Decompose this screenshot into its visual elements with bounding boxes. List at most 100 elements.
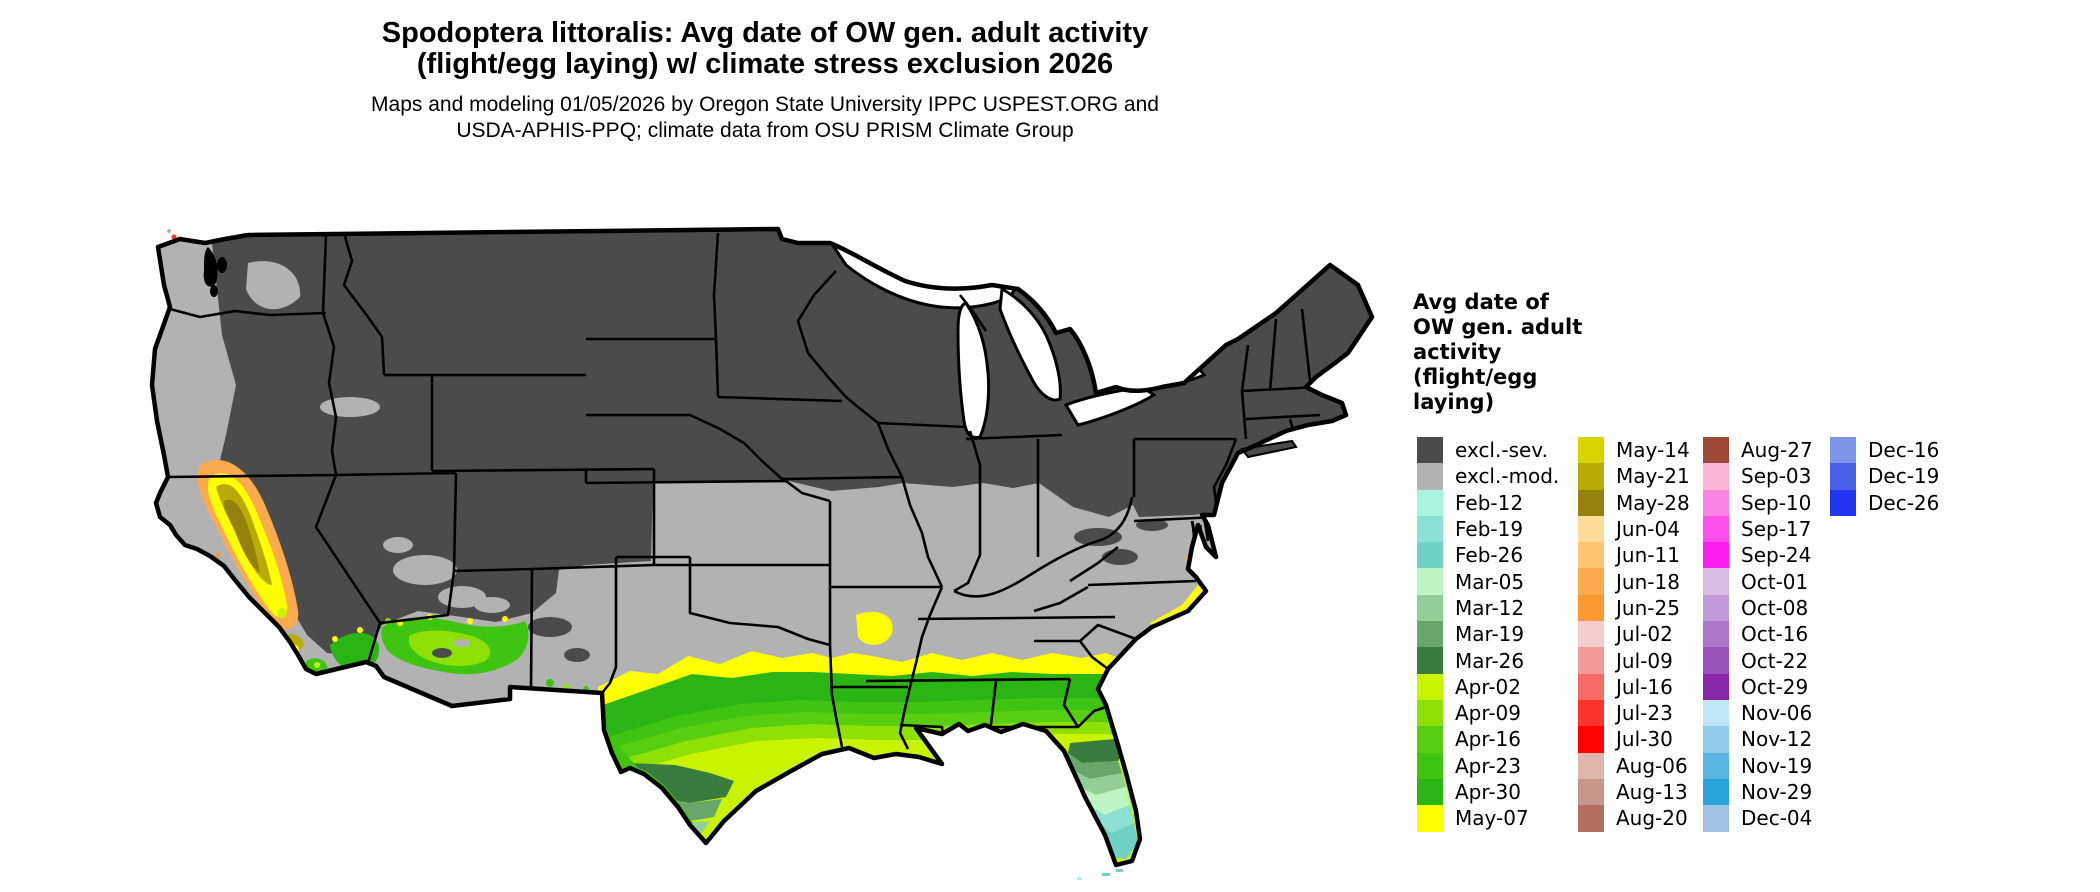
legend-swatch — [1578, 699, 1604, 727]
patch-yellow-neLA — [856, 611, 893, 645]
legend-swatch — [1703, 489, 1729, 516]
legend-label: Aug-06 — [1616, 753, 1688, 778]
legend-column-3: Aug-27 Sep-03 Sep-10 Sep-17 Sep-24 Oct-01 Oct-… — [1703, 436, 1813, 832]
legend-swatch — [1417, 515, 1443, 543]
legend-entry: excl.-sev. — [1417, 436, 1559, 464]
legend-swatch — [1703, 542, 1729, 569]
title-line-1: Spodoptera littoralis: Avg date of OW ge… — [381, 17, 1149, 49]
legend-entry: Apr-30 — [1417, 778, 1559, 806]
legend-entry: Sep-24 — [1703, 542, 1813, 569]
legend-label: Jul-02 — [1616, 622, 1673, 647]
legend-label: Jun-04 — [1616, 517, 1680, 542]
patch-yellow-nc-coast — [1150, 585, 1206, 629]
legend-swatch — [1703, 726, 1729, 753]
region-wv-ridge — [1074, 528, 1122, 546]
legend-label: Oct-16 — [1741, 622, 1809, 647]
legend-swatch — [1578, 621, 1604, 648]
legend-column-2: May-14 May-21 May-28 Jun-04 Jun-11 Jun-18 Jun-… — [1578, 436, 1690, 832]
legend-label: Oct-22 — [1741, 648, 1809, 673]
legend-label: Jul-23 — [1616, 701, 1673, 726]
legend-entry: Sep-03 — [1703, 463, 1813, 490]
legend-swatch — [1830, 489, 1856, 516]
legend-swatch — [1417, 647, 1443, 674]
legend-label: Mar-26 — [1455, 648, 1525, 673]
legend-entry: Sep-10 — [1703, 489, 1813, 516]
legend-entry: Jun-18 — [1578, 568, 1690, 595]
legend-swatch — [1703, 673, 1729, 701]
legend-swatch — [1578, 463, 1604, 490]
legend-swatch — [1703, 778, 1729, 806]
legend-swatch — [1417, 778, 1443, 806]
legend-swatch — [1703, 752, 1729, 779]
legend-entry: Oct-29 — [1703, 673, 1813, 701]
speck-ca-orange — [247, 617, 253, 623]
legend-entry: Dec-26 — [1830, 489, 1939, 516]
band-fl-mar05 — [1076, 785, 1130, 815]
legend-swatch — [1417, 726, 1443, 753]
region-ca-valley-core — [223, 499, 260, 573]
subtitle-line-2: USDA-APHIS-PPQ; climate data from OSU PR… — [456, 119, 1074, 142]
florida-keys — [1102, 873, 1110, 876]
lake-huron — [998, 286, 1062, 402]
page-title: Spodoptera littoralis: Avg date of OW ge… — [65, 18, 1465, 80]
legend-entry: Jun-04 — [1578, 515, 1690, 543]
page-subtitle: Maps and modeling 01/05/2026 by Oregon S… — [65, 92, 1465, 144]
legend-entry: Apr-02 — [1417, 673, 1559, 701]
speck-island-red — [250, 652, 254, 656]
speck-ca-orange — [257, 624, 263, 630]
legend-swatch — [1417, 594, 1443, 622]
legend-label: Feb-19 — [1455, 517, 1524, 542]
legend-swatch — [1417, 805, 1443, 832]
puget-sound-blob — [217, 257, 227, 273]
legend-swatch — [1417, 621, 1443, 648]
lake-michigan — [956, 301, 991, 439]
speck-sd-chartreuse — [314, 662, 320, 668]
channel-island — [284, 662, 291, 665]
legend-swatch — [1703, 621, 1729, 648]
speck-seca-yellow — [332, 636, 338, 642]
legend-label: Oct-01 — [1741, 569, 1809, 594]
legend-label: Nov-29 — [1741, 780, 1813, 804]
legend-label: Sep-24 — [1741, 543, 1812, 568]
legend-label: Aug-27 — [1741, 438, 1813, 463]
legend-entry: Jul-30 — [1578, 726, 1690, 753]
puget-sound-blob — [210, 285, 218, 297]
legend-entry: Jul-02 — [1578, 621, 1690, 648]
channel-island — [256, 655, 264, 659]
legend-label: May-28 — [1616, 490, 1690, 515]
legend-swatch — [1703, 647, 1729, 674]
legend-entry: Mar-19 — [1417, 621, 1559, 648]
conus-outline — [149, 226, 1375, 868]
legend-entry: Mar-12 — [1417, 594, 1559, 622]
legend-swatch — [1703, 463, 1729, 490]
legend-entry: Sep-17 — [1703, 515, 1813, 543]
legend-entry: May-21 — [1578, 463, 1690, 490]
legend-label: Feb-26 — [1455, 543, 1524, 568]
legend-entry: May-07 — [1417, 805, 1559, 832]
speck-nm-green — [546, 679, 554, 687]
legend-label: Dec-04 — [1741, 806, 1813, 831]
legend-entry: Oct-22 — [1703, 647, 1813, 674]
legend-swatch — [1578, 752, 1604, 779]
legend-swatch — [1578, 778, 1604, 806]
legend-label: Jul-30 — [1616, 727, 1673, 752]
legend-entry: Mar-26 — [1417, 647, 1559, 674]
region-columbia-basin — [246, 261, 301, 310]
legend-label: excl.-mod. — [1455, 464, 1560, 489]
speck-nw-gray — [167, 229, 171, 233]
legend-swatch — [1578, 489, 1604, 516]
legend-label: Aug-20 — [1616, 806, 1688, 831]
legend-label: Aug-13 — [1616, 780, 1688, 804]
legend-swatch — [1578, 594, 1604, 622]
lake-erie — [1063, 385, 1157, 427]
legend-label: Jul-16 — [1616, 674, 1673, 699]
legend-swatch — [1703, 699, 1729, 727]
speck-ca-red — [270, 630, 276, 636]
state-borders — [167, 232, 1321, 750]
legend-label: May-07 — [1455, 806, 1529, 831]
band-tx-mar05 — [618, 819, 698, 855]
legend-label: Nov-12 — [1741, 727, 1813, 752]
region-nm-dark-patch — [528, 617, 572, 637]
legend-label: Apr-09 — [1455, 701, 1521, 726]
legend-entry: May-14 — [1578, 436, 1690, 464]
